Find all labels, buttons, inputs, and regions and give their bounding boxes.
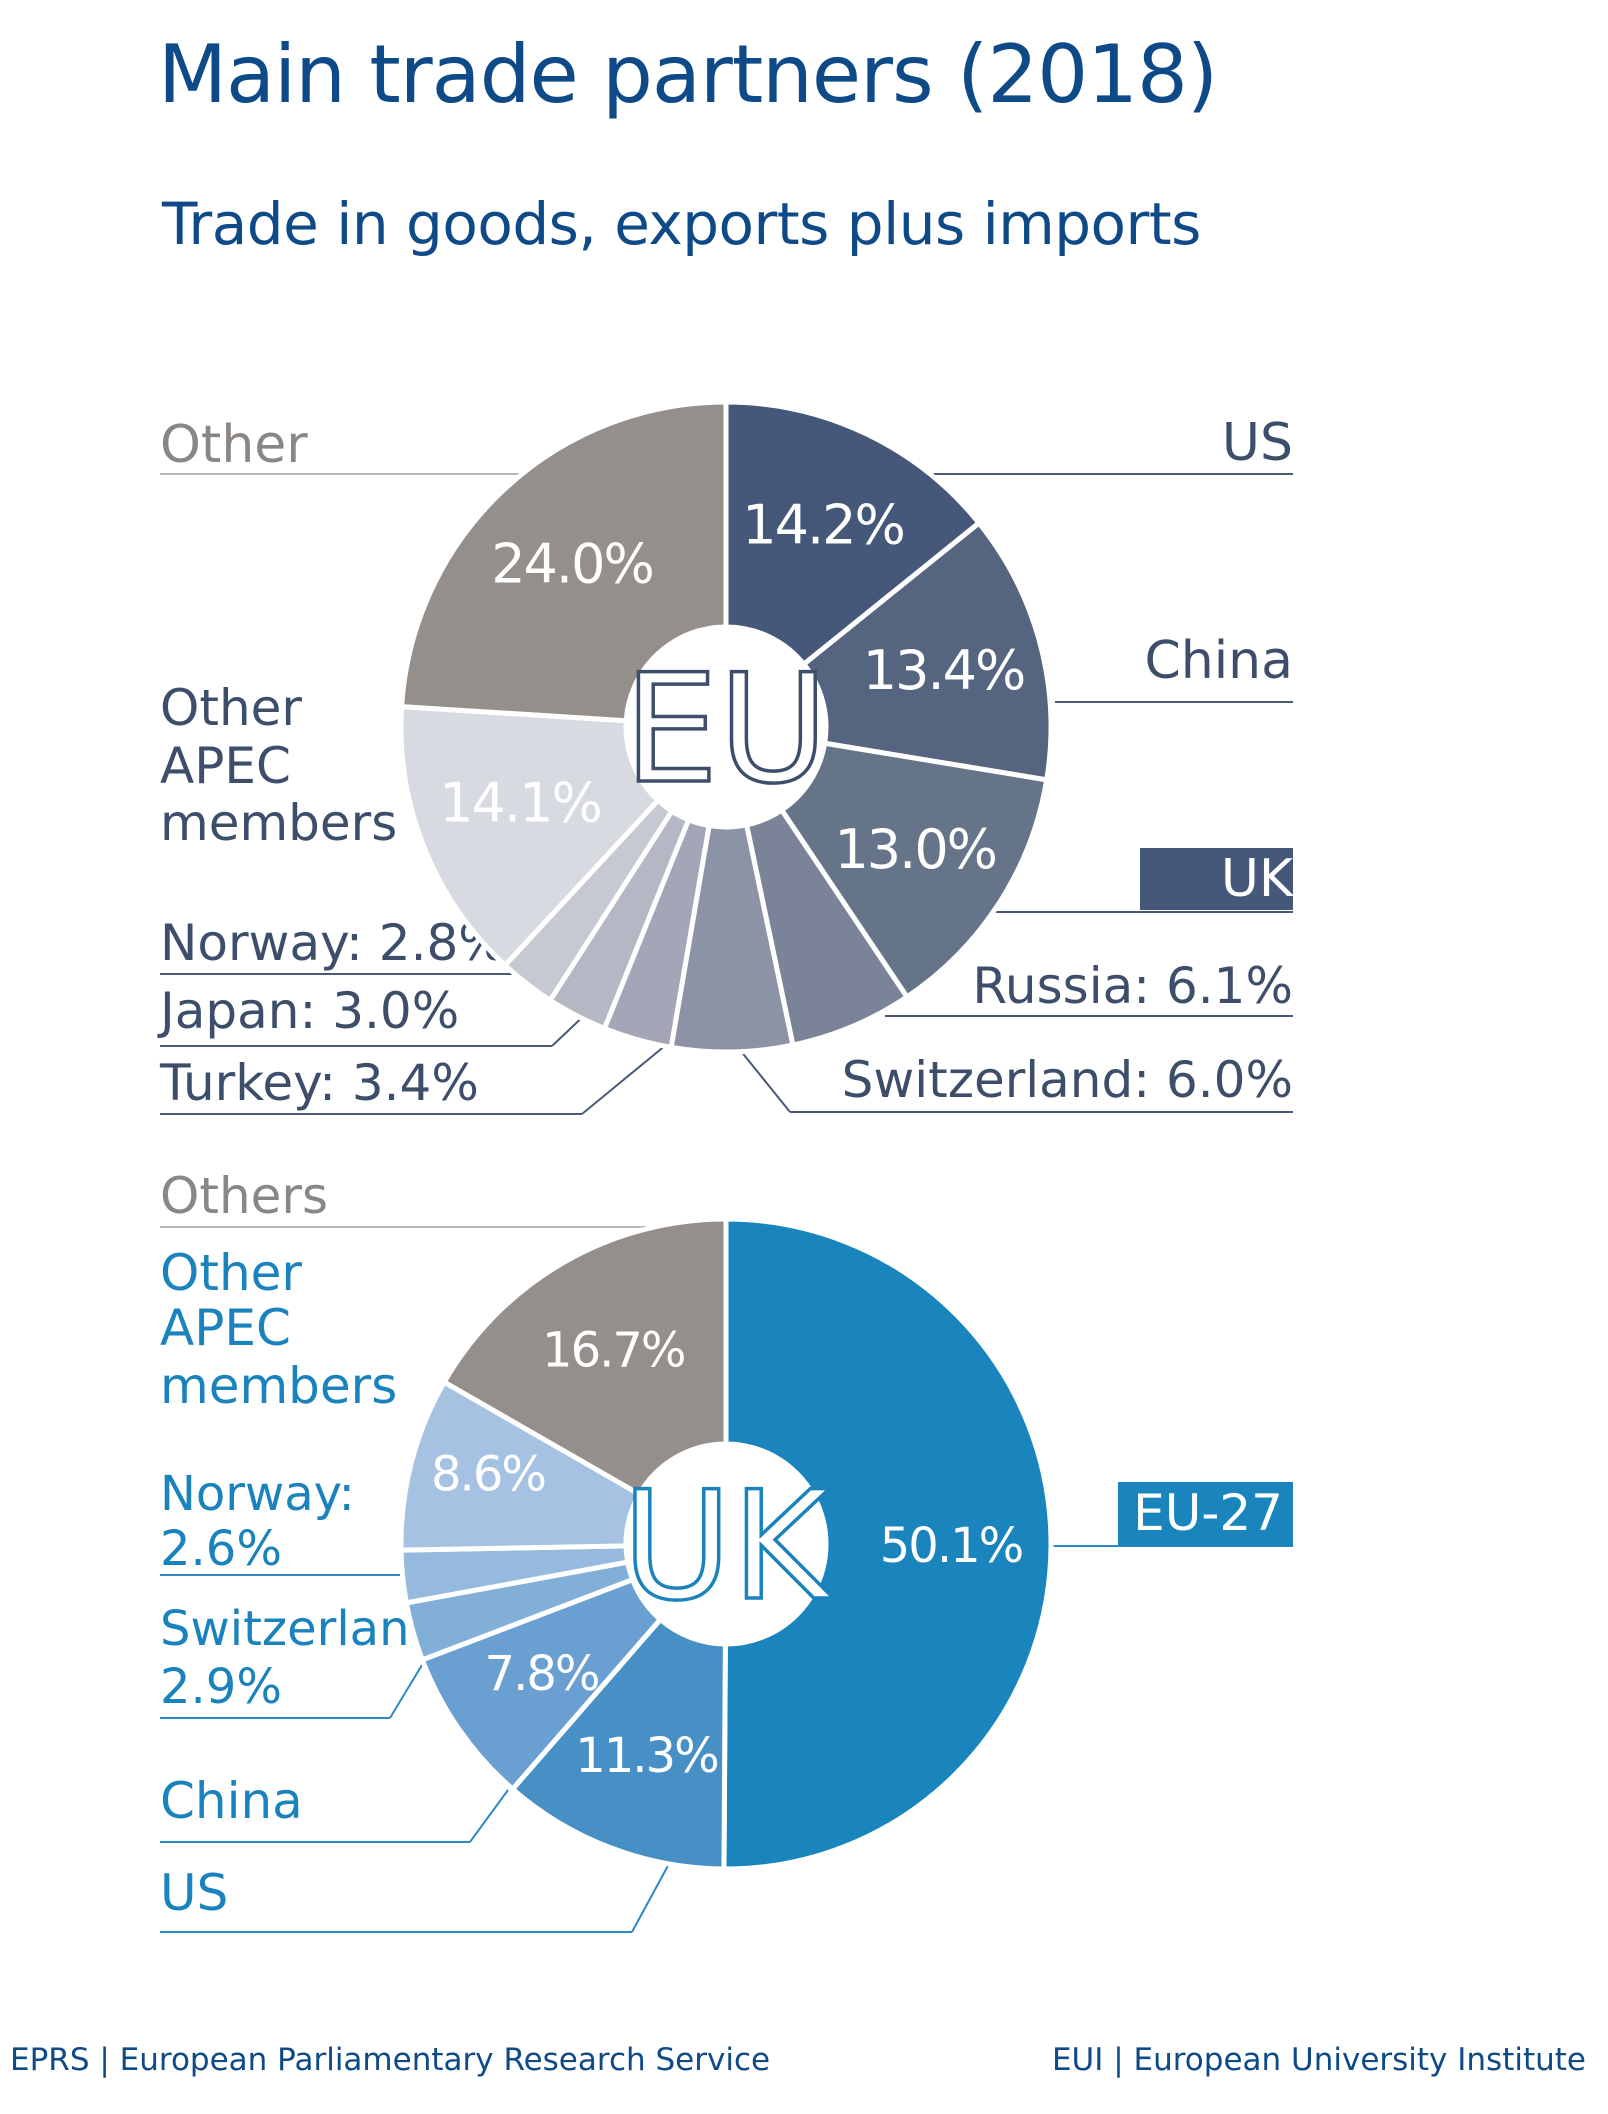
eu-china-value-label: 13.4% [863,639,1025,702]
uk-norway-label-line-2: 2.6% [160,1521,282,1577]
eu-other-value-label: 24.0% [491,532,653,595]
eu-other-apec-members-label-line-3: members [160,794,397,852]
eu-china-label: China [1144,631,1293,691]
eu-us-label: US [1222,413,1293,473]
eu-other-label: Other [160,415,308,475]
uk-switzerland-leader-elbow [389,1659,426,1719]
eu-uk-value-label: 13.0% [834,818,996,881]
uk-center-label: UK [622,1460,834,1634]
eu-other-apec-members-label-line-1: Other [160,679,302,737]
footer-source-eui: EUI | European University Institute [1051,2042,1586,2078]
uk-china-value-label: 7.8% [485,1646,599,1702]
uk-switzerland-label-line-2: 2.9% [160,1659,282,1715]
eu-us-slice [723,399,982,667]
uk-other-apec-members-slice [398,1379,642,1553]
uk-eu-27-slice [721,1216,1054,1872]
eu-center-label: EU [624,643,829,817]
eu-norway-label: Norway: 2.8% [160,914,506,972]
eu-turkey-label: Turkey: 3.4% [159,1054,479,1112]
eu-other-apec-members-value-label: 14.1% [439,771,601,834]
uk-others-value-label: 16.7% [542,1323,684,1379]
eu-china-slice [801,520,1054,783]
eu-us-value-label: 14.2% [742,493,904,556]
eu-other-slice [399,399,729,724]
uk-china-leader-elbow [469,1789,509,1843]
uk-others-slice [441,1216,729,1497]
footer-source-eprs: EPRS | European Parliamentary Research S… [10,2042,771,2078]
eu-russia-label: Russia: 6.1% [972,957,1293,1015]
eu-turkey-leader-elbow [581,1039,673,1115]
uk-pie-chart: EU-27USChinaSwitzerland:2.9%Norway:2.6%O… [160,1167,1293,1933]
chart-subtitle: Trade in goods, exports plus imports [162,190,1201,258]
uk-eu-27-highlight-box [1118,1482,1293,1546]
uk-us-slice [510,1616,728,1872]
eu-uk-label: UK [1221,849,1295,909]
uk-other-apec-members-label-line-2: APEC [160,1299,291,1357]
chart-title: Main trade partners (2018) [158,28,1218,121]
eu-uk-slice [779,740,1050,1000]
uk-other-apec-members-label-line-3: members [160,1357,397,1415]
eu-japan-label: Japan: 3.0% [157,982,459,1040]
uk-others-label: Others [160,1167,328,1225]
uk-eu-27-label: EU-27 [1133,1484,1283,1542]
eu-other-apec-members-slice [398,704,661,968]
uk-norway-label-line-1: Norway: [160,1466,355,1522]
uk-other-apec-members-value-label: 8.6% [431,1446,545,1502]
eu-switzerland-label: Switzerland: 6.0% [842,1051,1293,1109]
uk-eu-27-value-label: 50.1% [880,1518,1022,1574]
uk-us-leader-elbow [631,1861,671,1933]
uk-china-label: China [160,1772,303,1830]
eu-pie-chart: US China UK Russia: 6.1% Switzerland: 6.0% Tu… [157,399,1295,1115]
eu-uk-highlight-box [1140,848,1293,910]
eu-other-apec-members-label-line-2: APEC [160,737,291,795]
uk-us-label: US [160,1864,228,1922]
uk-other-apec-members-label-line-1: Other [160,1244,302,1302]
uk-us-value-label: 11.3% [575,1728,717,1784]
uk-china-slice [419,1577,663,1792]
